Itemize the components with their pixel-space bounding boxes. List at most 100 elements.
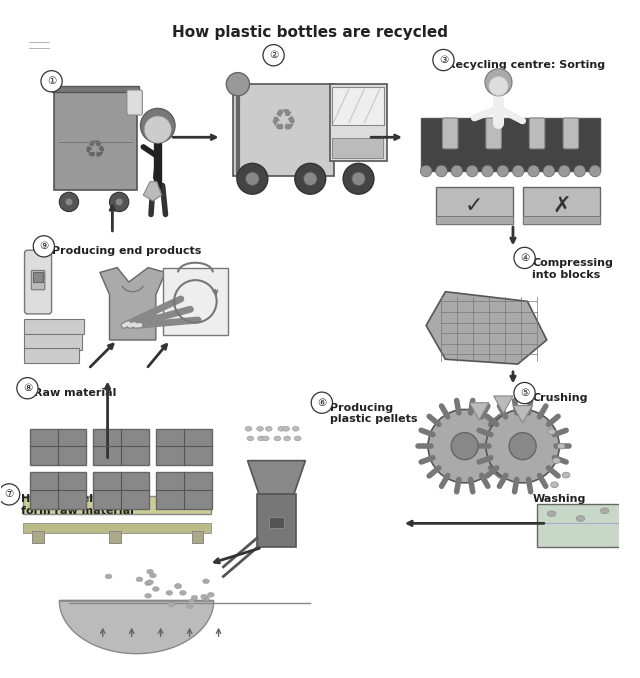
Text: ①: ① <box>47 77 56 86</box>
Circle shape <box>486 410 559 483</box>
FancyBboxPatch shape <box>93 472 149 509</box>
Text: ⑨: ⑨ <box>39 241 49 252</box>
Circle shape <box>17 378 38 399</box>
Ellipse shape <box>166 591 173 595</box>
FancyBboxPatch shape <box>109 531 121 542</box>
Circle shape <box>295 163 326 194</box>
FancyBboxPatch shape <box>442 118 458 149</box>
Circle shape <box>489 77 508 96</box>
Ellipse shape <box>257 426 264 431</box>
Text: Washing: Washing <box>532 494 586 504</box>
FancyBboxPatch shape <box>421 118 600 171</box>
Ellipse shape <box>274 436 281 441</box>
Text: ♻: ♻ <box>269 108 297 137</box>
Ellipse shape <box>278 426 285 431</box>
Ellipse shape <box>145 581 152 586</box>
Circle shape <box>227 73 250 96</box>
Ellipse shape <box>175 584 181 589</box>
Polygon shape <box>143 182 162 201</box>
Ellipse shape <box>550 482 558 487</box>
FancyBboxPatch shape <box>24 334 81 350</box>
Circle shape <box>485 68 512 96</box>
Ellipse shape <box>294 436 301 441</box>
FancyBboxPatch shape <box>436 187 513 224</box>
FancyBboxPatch shape <box>22 496 211 514</box>
Polygon shape <box>100 268 166 340</box>
Text: ⑧: ⑧ <box>23 383 32 393</box>
Ellipse shape <box>245 426 252 431</box>
Circle shape <box>514 382 535 403</box>
Circle shape <box>33 236 54 257</box>
Circle shape <box>237 163 268 194</box>
Circle shape <box>574 165 586 177</box>
Ellipse shape <box>201 595 207 599</box>
Polygon shape <box>470 403 489 420</box>
FancyBboxPatch shape <box>52 86 140 92</box>
Polygon shape <box>513 405 532 423</box>
Circle shape <box>311 392 332 414</box>
Circle shape <box>451 165 463 177</box>
Ellipse shape <box>136 577 143 582</box>
Ellipse shape <box>188 599 195 604</box>
Ellipse shape <box>548 428 556 435</box>
Polygon shape <box>60 601 214 654</box>
Ellipse shape <box>203 596 209 601</box>
FancyBboxPatch shape <box>30 428 86 466</box>
Polygon shape <box>493 396 513 414</box>
Circle shape <box>144 116 172 143</box>
Circle shape <box>543 165 555 177</box>
Ellipse shape <box>620 514 628 519</box>
Polygon shape <box>426 292 547 364</box>
Ellipse shape <box>191 595 198 600</box>
Ellipse shape <box>262 436 269 441</box>
FancyBboxPatch shape <box>156 472 212 509</box>
Ellipse shape <box>179 591 186 595</box>
FancyBboxPatch shape <box>529 118 545 149</box>
FancyBboxPatch shape <box>523 187 600 224</box>
Ellipse shape <box>152 586 159 591</box>
Polygon shape <box>248 460 305 494</box>
FancyBboxPatch shape <box>163 268 228 335</box>
Ellipse shape <box>150 573 156 578</box>
FancyBboxPatch shape <box>233 84 334 176</box>
Text: Heating pellets to
form raw material: Heating pellets to form raw material <box>20 494 134 516</box>
Circle shape <box>497 165 509 177</box>
Text: ✓: ✓ <box>465 196 484 216</box>
Text: Producing
plastic pellets: Producing plastic pellets <box>330 403 417 424</box>
FancyBboxPatch shape <box>30 472 86 509</box>
FancyBboxPatch shape <box>191 531 203 542</box>
Circle shape <box>428 410 501 483</box>
Circle shape <box>509 433 536 460</box>
Ellipse shape <box>557 443 565 449</box>
Circle shape <box>528 165 540 177</box>
FancyBboxPatch shape <box>24 319 84 334</box>
Ellipse shape <box>600 508 609 514</box>
Text: Producing end products: Producing end products <box>52 246 201 256</box>
Text: Raw material: Raw material <box>34 388 116 398</box>
Circle shape <box>420 165 432 177</box>
Ellipse shape <box>105 574 112 579</box>
Ellipse shape <box>147 580 154 584</box>
FancyBboxPatch shape <box>31 271 45 290</box>
Circle shape <box>514 247 535 268</box>
Circle shape <box>263 45 284 66</box>
FancyBboxPatch shape <box>257 494 296 548</box>
Ellipse shape <box>266 426 272 431</box>
FancyBboxPatch shape <box>436 216 513 224</box>
FancyBboxPatch shape <box>93 428 149 466</box>
Ellipse shape <box>547 511 556 517</box>
FancyBboxPatch shape <box>486 118 501 149</box>
Text: Recycling centre: Sorting: Recycling centre: Sorting <box>447 60 605 70</box>
Text: How plastic bottles are recycled: How plastic bottles are recycled <box>172 25 448 40</box>
Ellipse shape <box>147 570 154 574</box>
Circle shape <box>303 172 317 186</box>
Ellipse shape <box>186 604 193 609</box>
FancyBboxPatch shape <box>332 138 383 157</box>
FancyBboxPatch shape <box>330 84 387 161</box>
Text: ⑥: ⑥ <box>317 398 326 407</box>
Ellipse shape <box>207 593 214 597</box>
Ellipse shape <box>175 584 181 589</box>
Circle shape <box>467 165 478 177</box>
Text: ✗: ✗ <box>552 196 570 216</box>
Text: ④: ④ <box>520 253 529 263</box>
